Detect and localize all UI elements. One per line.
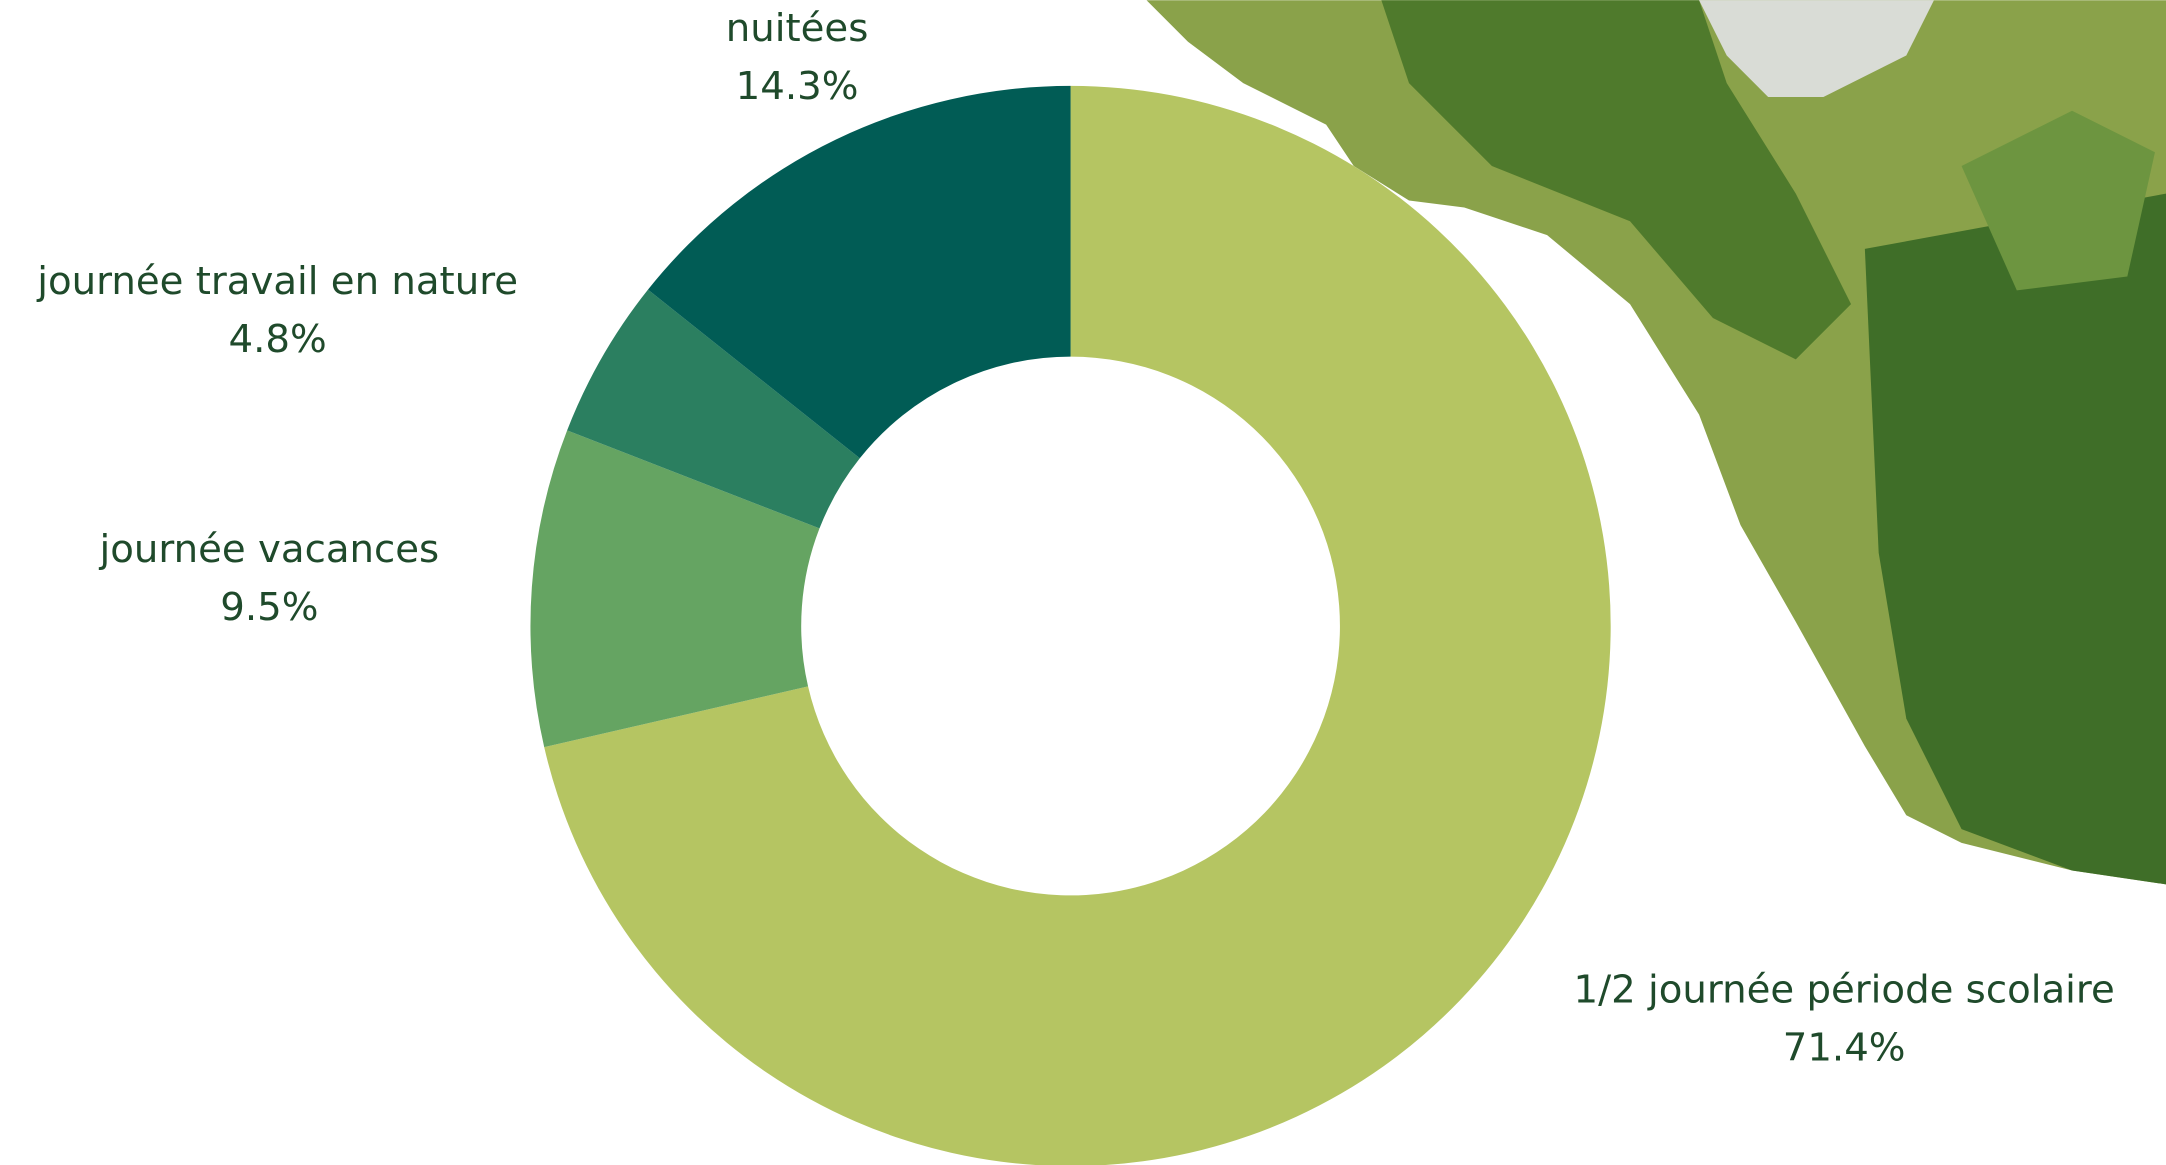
background-photo — [1146, 0, 2166, 885]
donut-slice — [544, 85, 1611, 1165]
donut-slice — [530, 430, 820, 748]
slice-value: 9.5% — [220, 585, 318, 630]
donut-slice — [647, 85, 1071, 459]
slice-label: nuitées — [726, 6, 869, 51]
slice-label: journée travail en nature — [36, 259, 518, 304]
slice-value: 14.3% — [736, 64, 859, 109]
slice-value: 71.4% — [1783, 1026, 1906, 1071]
slice-value: 4.8% — [229, 317, 327, 362]
slice-label: journée vacances — [99, 527, 440, 572]
donut-slice — [567, 289, 860, 529]
slice-label: 1/2 journée période scolaire — [1574, 968, 2115, 1013]
